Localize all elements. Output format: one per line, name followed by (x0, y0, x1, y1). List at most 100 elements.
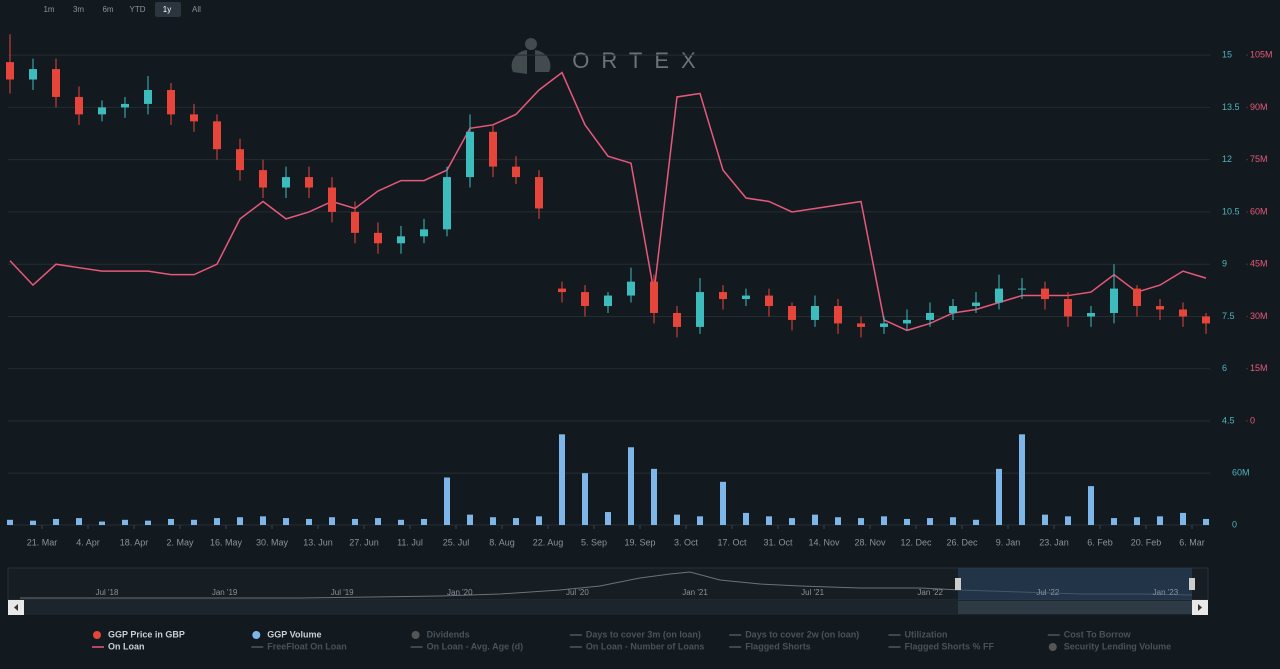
volume-bar (421, 518, 427, 525)
legend-item[interactable]: On Loan - Number of Loans (586, 641, 705, 651)
scrollbar[interactable] (8, 600, 1208, 615)
x-tick-label: 8. Aug (489, 537, 515, 547)
legend-item[interactable]: Security Lending Volume (1064, 641, 1171, 651)
navigator-handle[interactable] (1189, 578, 1195, 590)
scrollbar-thumb[interactable] (958, 601, 1192, 614)
legend-item[interactable]: GGP Price in GBP (108, 629, 185, 639)
legend-item[interactable]: Cost To Borrow (1064, 629, 1132, 639)
volume-bar (490, 517, 496, 525)
candle-body (742, 295, 750, 300)
y-tick-label: 12 (1222, 154, 1232, 164)
volume-bar (99, 521, 105, 525)
volume-bar (444, 477, 450, 525)
legend-item[interactable]: On Loan (108, 641, 145, 651)
candle-body (788, 306, 796, 320)
volume-bar (214, 518, 220, 525)
volume-bar (720, 481, 726, 525)
arrow-icon (14, 604, 18, 611)
volume-bar (1065, 516, 1071, 525)
volume-bar (536, 516, 542, 525)
candle-body (926, 312, 934, 320)
legend-item[interactable]: Days to cover 2w (on loan) (745, 629, 859, 639)
candle-body (489, 131, 497, 167)
volume-bar (858, 518, 864, 525)
x-tick-label: 17. Oct (717, 537, 747, 547)
volume-bar (881, 516, 887, 525)
navigator-selection[interactable] (958, 568, 1192, 600)
legend-item[interactable]: On Loan - Avg. Age (d) (427, 641, 523, 651)
volume-bar (743, 512, 749, 525)
y-tick-label: 9 (1222, 259, 1227, 269)
candle-body (75, 96, 83, 115)
volume-bar (1134, 517, 1140, 525)
candle-body (1133, 288, 1141, 307)
range-button[interactable]: 1m (43, 5, 54, 14)
x-tick-label: 14. Nov (808, 537, 840, 547)
y-tick-label: 13.5 (1222, 102, 1240, 112)
navigator-label: Jul '22 (1036, 588, 1059, 597)
legend-item[interactable]: Flagged Shorts (745, 641, 811, 651)
volume-bar (766, 516, 772, 525)
legend-item[interactable]: Days to cover 3m (on loan) (586, 629, 701, 639)
volume-bar (145, 520, 151, 525)
volume-bar (53, 518, 59, 525)
candle-body (1087, 312, 1095, 317)
x-tick-label: 12. Dec (900, 537, 932, 547)
volume-bar (1088, 486, 1094, 525)
volume-tick-label: 0 (1232, 519, 1237, 529)
range-button[interactable]: All (192, 5, 201, 14)
candle-body (420, 229, 428, 237)
candle-body (811, 306, 819, 320)
y2-tick-label: 0 (1250, 415, 1255, 425)
navigator-label: Jan '22 (917, 588, 943, 597)
candle-body (213, 121, 221, 150)
candle-body (52, 69, 60, 97)
navigator-label: Jan '21 (682, 588, 708, 597)
range-button[interactable]: 3m (73, 5, 84, 14)
candle-body (880, 323, 888, 327)
candle-body (466, 131, 474, 178)
volume-bar (1180, 512, 1186, 525)
range-button-bg[interactable] (155, 2, 181, 17)
volume-bar (628, 447, 634, 525)
y-tick-label: 4.5 (1222, 415, 1235, 425)
legend-item[interactable]: Dividends (427, 629, 470, 639)
x-tick-label: 27. Jun (349, 537, 379, 547)
watermark: ORTEX (572, 48, 707, 73)
navigator-label: Jul '19 (331, 588, 354, 597)
volume-bar (122, 519, 128, 525)
x-tick-label: 26. Dec (946, 537, 978, 547)
candle-body (1156, 306, 1164, 310)
volume-bar (283, 518, 289, 525)
y2-tick-label: 30M (1250, 311, 1268, 321)
navigator-label: Jan '23 (1153, 588, 1179, 597)
navigator-handle[interactable] (955, 578, 961, 590)
volume-bar (582, 473, 588, 525)
x-tick-label: 22. Aug (533, 537, 564, 547)
y2-tick-label: 60M (1250, 206, 1268, 216)
volume-bar (697, 516, 703, 525)
x-tick-label: 23. Jan (1039, 537, 1069, 547)
x-tick-label: 20. Feb (1131, 537, 1162, 547)
legend-marker (1048, 643, 1057, 651)
candle-body (1064, 299, 1072, 317)
candle-body (696, 292, 704, 327)
legend-item[interactable]: Flagged Shorts % FF (905, 641, 995, 651)
range-button[interactable]: 1y (163, 5, 171, 14)
range-button[interactable]: 6m (102, 5, 113, 14)
range-button[interactable]: YTD (130, 5, 146, 14)
volume-bar (513, 518, 519, 525)
legend-item[interactable]: FreeFloat On Loan (267, 641, 347, 651)
navigator-label: Jul '20 (566, 588, 589, 597)
volume-bar (559, 434, 565, 525)
candle-body (397, 236, 405, 244)
y-tick-label: 10.5 (1222, 206, 1240, 216)
candle-body (443, 177, 451, 230)
legend-item[interactable]: Utilization (905, 629, 948, 639)
volume-bar (329, 517, 335, 525)
y2-tick-label: 45M (1250, 259, 1268, 269)
navigator-label: Jul '18 (96, 588, 119, 597)
legend-item[interactable]: GGP Volume (267, 629, 321, 639)
y-tick-label: 7.5 (1222, 311, 1235, 321)
candle-body (995, 288, 1003, 303)
